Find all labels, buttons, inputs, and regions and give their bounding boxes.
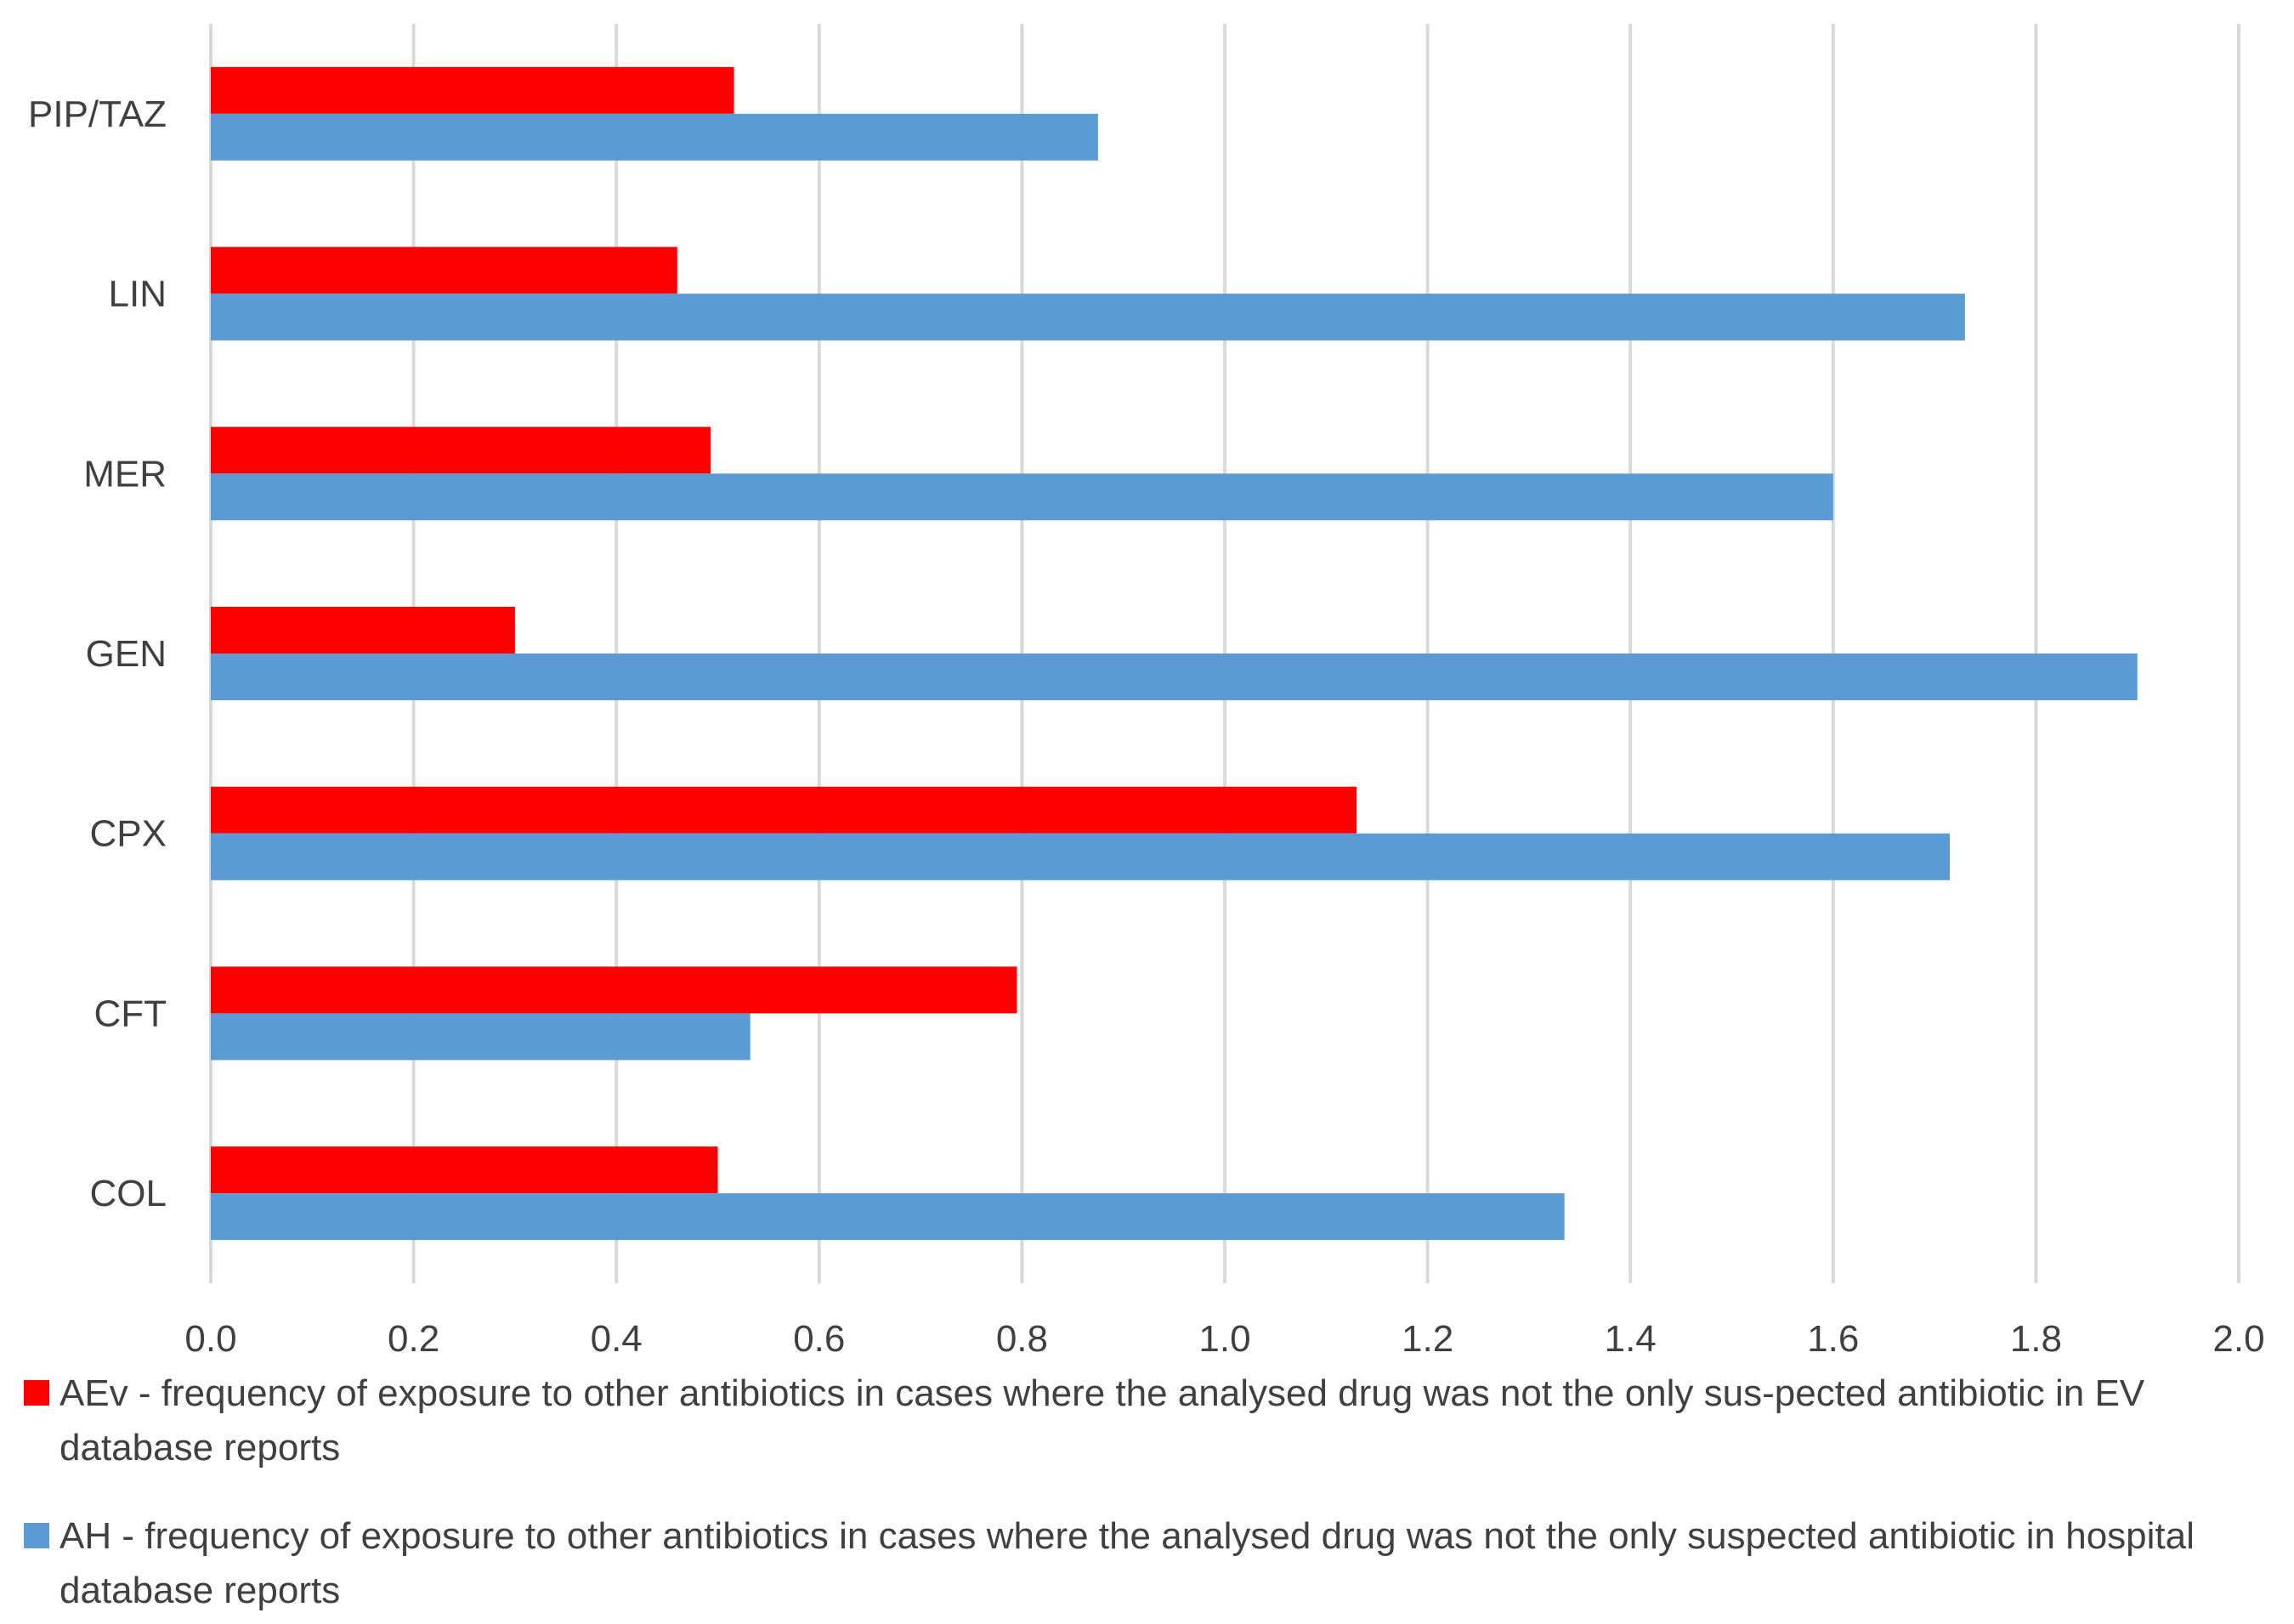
bar-ah-lin <box>211 293 1965 341</box>
x-axis-tick-labels: 0.0 0.2 0.4 0.6 0.8 1.0 1.2 1.4 1.6 1.8 2.0 <box>184 1318 2264 1360</box>
x-tick-label: 1.6 <box>1807 1318 1859 1360</box>
bar-aev-gen <box>211 607 515 654</box>
x-tick-label: 1.0 <box>1198 1318 1250 1360</box>
category-label: COL <box>90 1173 167 1214</box>
bar-ah-cpx <box>211 833 1950 880</box>
bar-ah-mer <box>211 473 1833 521</box>
y-axis-category-labels: PIP/TAZ LIN MER GEN CPX CFT COL <box>28 93 167 1214</box>
x-tick-label: 0.2 <box>388 1318 439 1360</box>
bar-aev-cpx <box>211 786 1357 834</box>
x-tick-label: 1.8 <box>2010 1318 2062 1360</box>
category-label: CPX <box>90 813 167 855</box>
x-tick-label: 0.4 <box>591 1318 643 1360</box>
legend-swatch-aev <box>24 1380 49 1406</box>
bar-aev-piptaz <box>211 66 734 114</box>
category-label: MER <box>83 453 167 495</box>
bar-ah-piptaz <box>211 113 1098 161</box>
bar-ah-col <box>211 1193 1565 1241</box>
bar-ah-gen <box>211 654 2138 700</box>
bars <box>211 66 2138 1241</box>
x-tick-label: 0.0 <box>184 1318 236 1360</box>
category-label: GEN <box>86 633 167 675</box>
bar-aev-mer <box>211 427 711 474</box>
bar-aev-col <box>211 1146 718 1194</box>
legend-label-aev: AEv - frequency of exposure to other ant… <box>59 1372 2145 1468</box>
x-tick-label: 2.0 <box>2212 1318 2264 1360</box>
bar-aev-cft <box>211 966 1017 1014</box>
x-tick-label: 0.6 <box>793 1318 845 1360</box>
x-tick-label: 1.4 <box>1605 1318 1657 1360</box>
bar-aev-lin <box>211 246 677 294</box>
bar-ah-cft <box>211 1013 751 1061</box>
category-label: LIN <box>109 274 167 315</box>
x-tick-label: 1.2 <box>1402 1318 1453 1360</box>
legend-swatch-ah <box>24 1523 49 1548</box>
category-label: CFT <box>93 993 167 1034</box>
category-label: PIP/TAZ <box>28 93 167 135</box>
x-tick-label: 0.8 <box>996 1318 1048 1360</box>
legend-label-ah: AH - frequency of exposure to other anti… <box>59 1515 2195 1611</box>
